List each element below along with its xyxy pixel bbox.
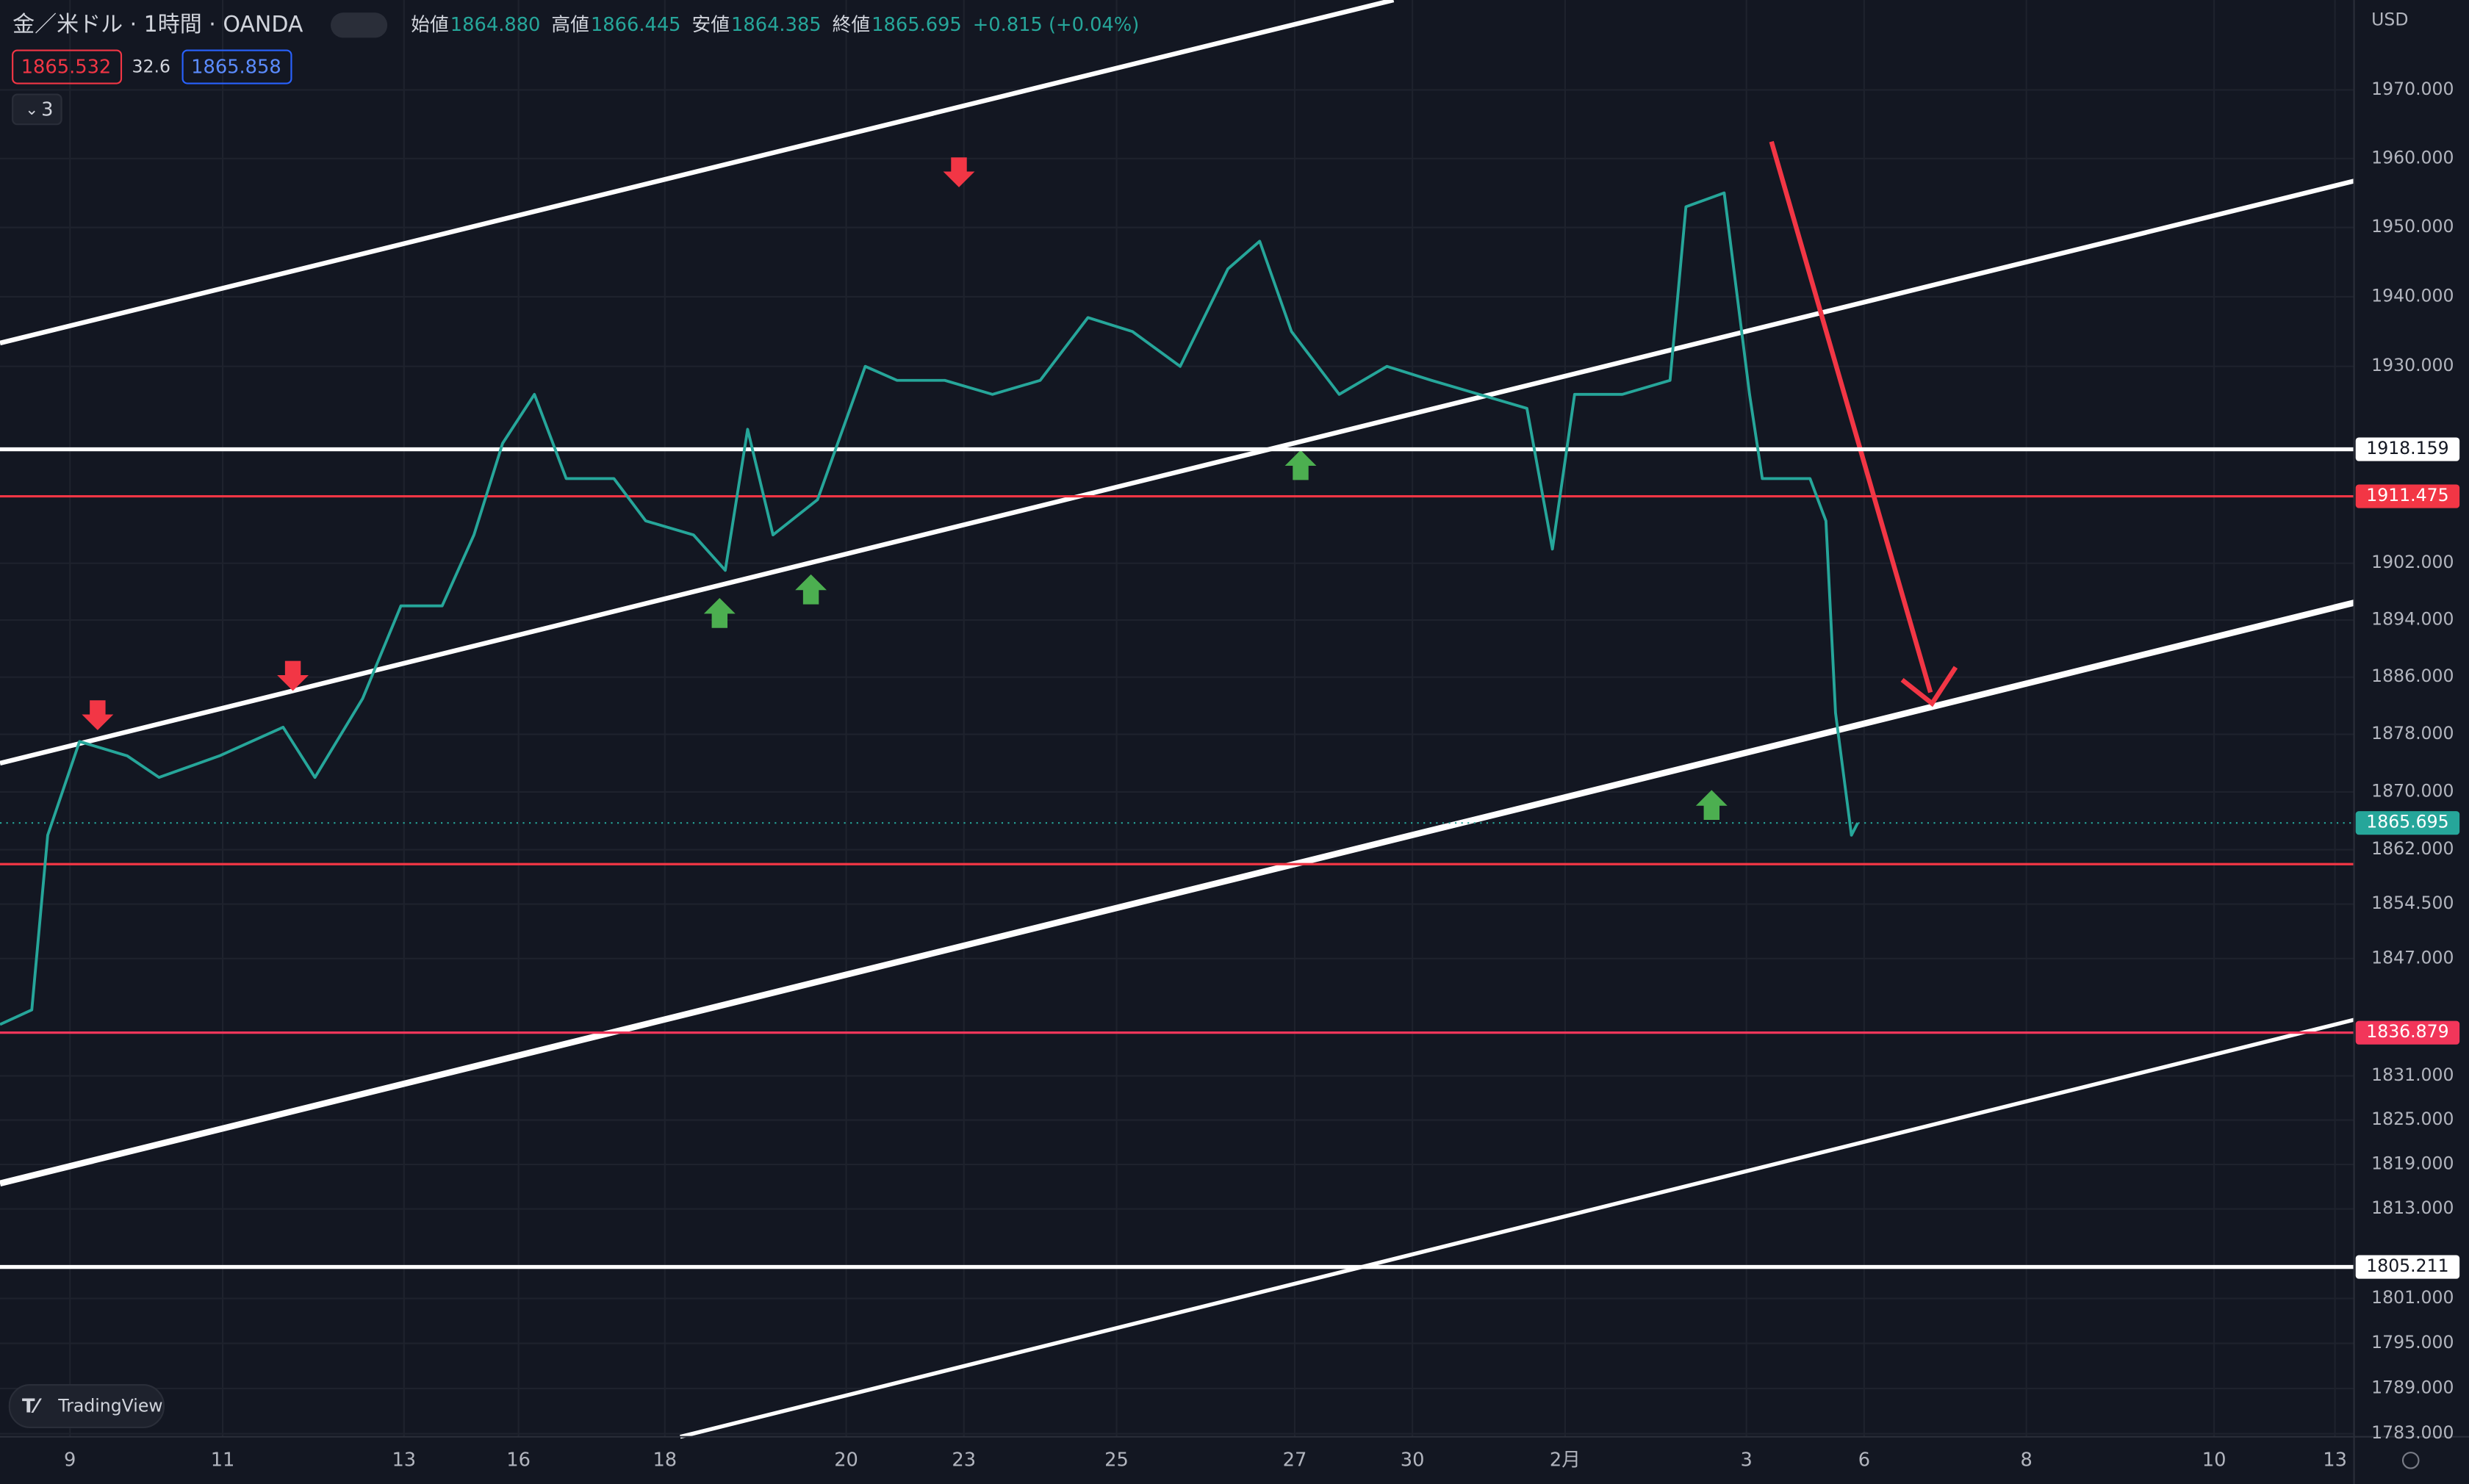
y-tick-label: 1847.000	[2371, 947, 2454, 968]
level-tag	[2355, 1020, 2460, 1045]
ohlc-label: 高値	[551, 14, 589, 36]
ohlc-label: 安値	[692, 14, 730, 36]
level-tag	[2355, 437, 2460, 461]
x-tick-label: 30	[1401, 1449, 1425, 1471]
bid-box[interactable]	[12, 49, 123, 84]
x-tick-label: 8	[2020, 1449, 2032, 1471]
ohlc-value: 1865.695	[871, 14, 962, 36]
settings-icon[interactable]	[2401, 1452, 2420, 1469]
indicator-count: 3	[41, 98, 53, 120]
y-tick-label: 1940.000	[2371, 285, 2454, 306]
x-tick-label: 2月	[1550, 1449, 1581, 1471]
y-tick-label: 1783.000	[2371, 1422, 2454, 1443]
y-tick-label: 1902.000	[2371, 552, 2454, 572]
ohlc-value: 1864.880	[450, 14, 541, 36]
ask: 1865.858	[191, 57, 281, 79]
last-price-label: 1865.695	[2366, 812, 2448, 832]
level-tag	[2355, 1255, 2460, 1279]
ohlc-change: +0.815 (+0.04%)	[973, 14, 1139, 36]
symbol-title: 金／米ドル · 1時間 · OANDA	[12, 12, 303, 37]
ohlc-value: 1866.445	[591, 14, 681, 36]
levels	[0, 447, 2354, 1269]
x-tick-label: 13	[2323, 1449, 2347, 1471]
toggle[interactable]	[331, 12, 388, 38]
forecast-arrow-head	[1900, 666, 1958, 707]
y-tick-label: 1795.000	[2371, 1332, 2454, 1352]
last-price-tag	[2355, 811, 2460, 835]
level-label: 1918.159	[2366, 438, 2448, 458]
level-label: 1911.475	[2366, 485, 2448, 505]
x-tick-label: 27	[1283, 1449, 1307, 1471]
up-arrow	[1695, 790, 1728, 821]
grid	[0, 0, 2354, 1437]
series	[0, 191, 1859, 1026]
indicator-toggle[interactable]	[12, 93, 62, 126]
y-tick-label: 1831.000	[2371, 1065, 2454, 1085]
x-tick-label: 18	[653, 1449, 677, 1471]
x-tick-label: 10	[2202, 1449, 2227, 1471]
y-tick-label: 1801.000	[2371, 1287, 2454, 1308]
x-tick-label: 9	[64, 1449, 76, 1471]
down-arrow	[277, 660, 309, 691]
trend-line	[680, 1017, 2355, 1439]
y-tick-label: 1886.000	[2371, 666, 2454, 686]
level-tag	[2355, 484, 2460, 508]
up-arrow	[703, 597, 736, 628]
y-tick-label: 1950.000	[2371, 216, 2454, 237]
x-tick-label: 6	[1858, 1449, 1870, 1471]
price-line	[0, 191, 1859, 1026]
currency[interactable]: USD	[2371, 9, 2408, 29]
x-tick-label: 3	[1741, 1449, 1753, 1471]
ohlc-value: 1864.385	[731, 14, 822, 36]
chevron: ⌄	[25, 101, 38, 119]
x-tick-label: 23	[952, 1449, 976, 1471]
y-tick-label: 1862.000	[2371, 838, 2454, 859]
x-tick-label: 11	[211, 1449, 235, 1471]
y-tick-label: 1825.000	[2371, 1109, 2454, 1129]
bid: 1865.532	[21, 57, 112, 79]
ohlc-label: 終値	[833, 14, 870, 36]
level-label: 1836.879	[2366, 1021, 2448, 1042]
x-tick-label: 13	[392, 1449, 416, 1471]
axes: 1970.000 1960.000 1950.000 1940.000 1930.000…	[64, 79, 2454, 1471]
trend-line	[0, 0, 1395, 346]
y-tick-label: 1870.000	[2371, 780, 2454, 801]
trend-line	[0, 599, 2355, 1187]
ask-box[interactable]	[182, 49, 292, 84]
brand: TradingView	[57, 1396, 162, 1416]
level-label: 1805.211	[2366, 1256, 2448, 1276]
level-labels: 1918.159 1911.475 1836.879 1805.211 1865.695	[2355, 437, 2460, 1279]
ohlc-readout: 始値 1864.880 高値 1866.445 安値 1864.385 終値 1865.695…	[411, 14, 1139, 36]
trend-line	[0, 179, 2355, 766]
x-tick-label: 16	[506, 1449, 531, 1471]
y-tick-label: 1970.000	[2371, 79, 2454, 99]
plot-area	[0, 0, 2355, 1439]
y-tick-label: 1960.000	[2371, 147, 2454, 168]
y-tick-label: 1819.000	[2371, 1153, 2454, 1174]
x-tick-label: 20	[834, 1449, 858, 1471]
y-tick-label: 1789.000	[2371, 1377, 2454, 1398]
forecast-arrow	[1769, 140, 1933, 694]
x-tick-label: 25	[1104, 1449, 1129, 1471]
ohlc-label: 始値	[411, 14, 448, 36]
y-tick-label: 1930.000	[2371, 355, 2454, 375]
y-tick-label: 1854.500	[2371, 893, 2454, 913]
y-tick-label: 1894.000	[2371, 609, 2454, 630]
y-tick-label: 1878.000	[2371, 723, 2454, 743]
y-tick-label: 1813.000	[2371, 1197, 2454, 1218]
up-arrow	[795, 574, 827, 605]
brand-badge[interactable]	[8, 1383, 165, 1428]
spread: 32.6	[132, 57, 170, 77]
